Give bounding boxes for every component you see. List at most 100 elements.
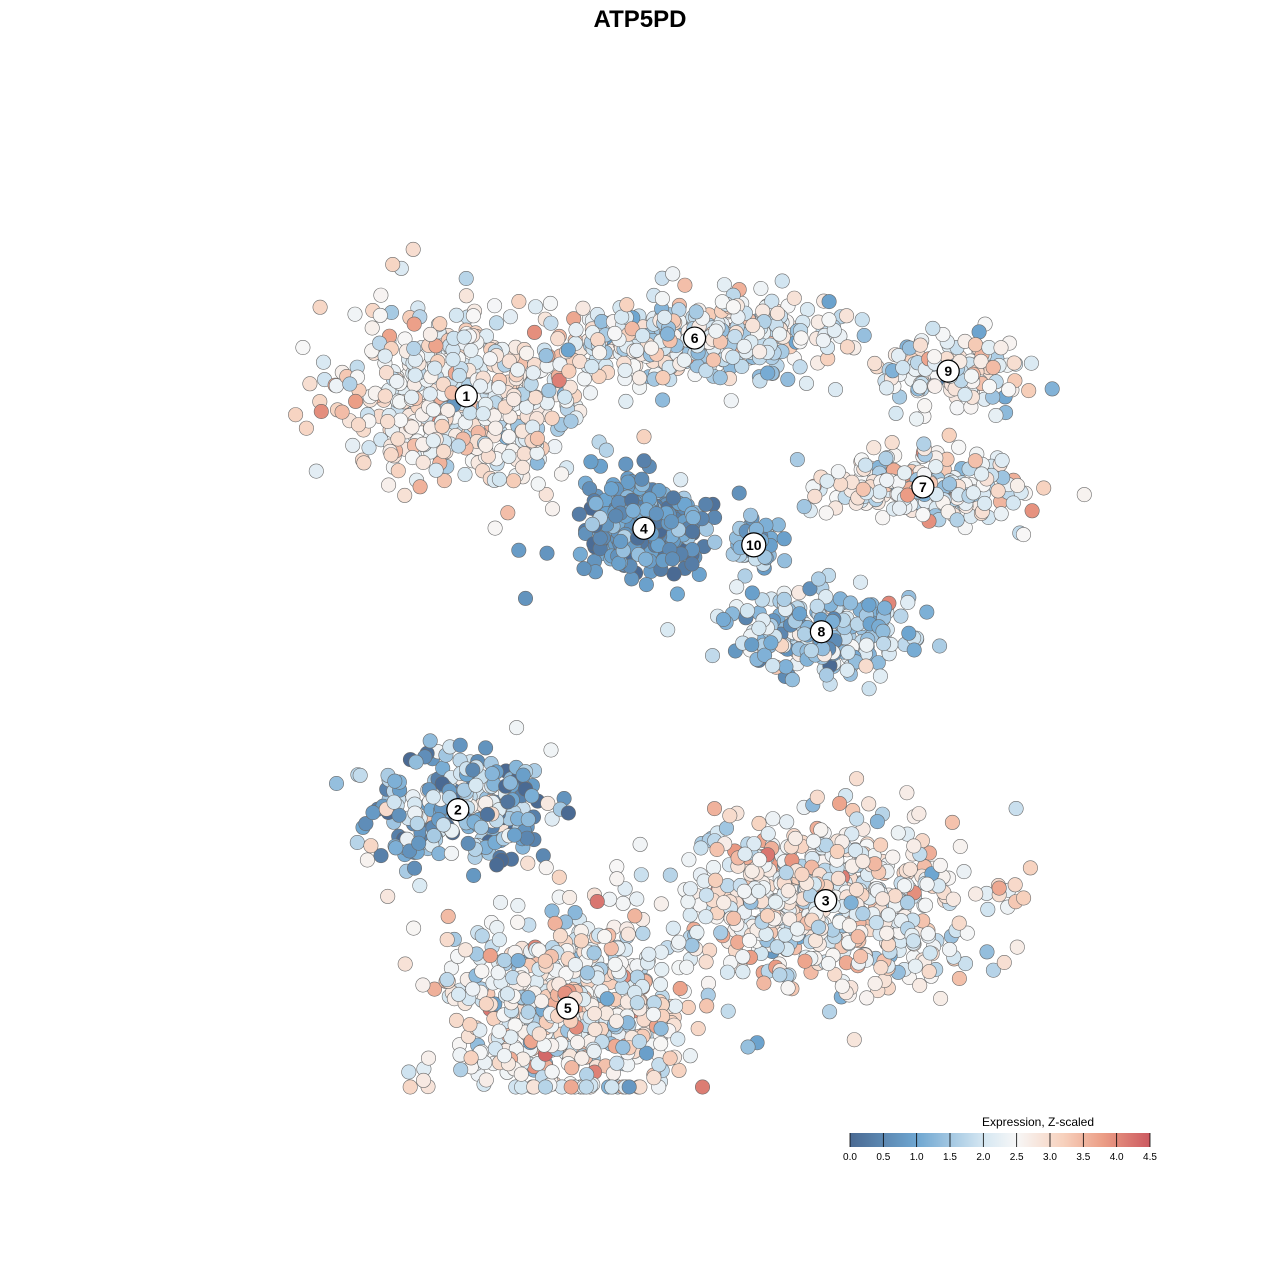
scatter-point bbox=[1023, 355, 1039, 371]
scatter-point bbox=[425, 433, 441, 449]
scatter-point bbox=[406, 920, 422, 936]
scatter-point bbox=[810, 919, 826, 935]
scatter-point bbox=[457, 466, 473, 482]
scatter-point bbox=[784, 672, 800, 688]
scatter-point bbox=[550, 331, 566, 347]
scatter-point bbox=[873, 960, 889, 976]
scatter-point bbox=[575, 300, 591, 316]
scatter-point bbox=[744, 637, 760, 653]
scatter-point bbox=[832, 795, 848, 811]
scatter-point bbox=[853, 948, 869, 964]
scatter-point bbox=[709, 841, 725, 857]
scatter-point bbox=[520, 855, 536, 871]
legend-tick-label: 3.5 bbox=[1076, 1152, 1090, 1163]
scatter-point bbox=[520, 1004, 536, 1020]
scatter-point bbox=[660, 622, 676, 638]
scatter-point bbox=[653, 944, 669, 960]
scatter-point bbox=[432, 316, 448, 332]
scatter-point bbox=[372, 307, 388, 323]
scatter-point bbox=[415, 977, 431, 993]
scatter-point bbox=[912, 337, 928, 353]
scatter-point bbox=[365, 805, 381, 821]
scatter-point bbox=[621, 1079, 637, 1095]
scatter-point bbox=[506, 391, 522, 407]
scatter-point bbox=[879, 925, 895, 941]
scatter-point bbox=[328, 775, 344, 791]
scatter-point bbox=[302, 376, 318, 392]
scatter-point bbox=[629, 995, 645, 1011]
scatter-point bbox=[963, 368, 979, 384]
scatter-point bbox=[670, 1031, 686, 1047]
scatter-point bbox=[501, 448, 517, 464]
cluster-label-8: 8 bbox=[809, 620, 834, 644]
scatter-point bbox=[951, 970, 967, 986]
scatter-point bbox=[499, 986, 515, 1002]
cluster-label-badge bbox=[446, 797, 470, 822]
scatter-point bbox=[496, 1048, 512, 1064]
legend-tick-label: 4.0 bbox=[1110, 1152, 1124, 1163]
scatter-point bbox=[753, 280, 769, 296]
scatter-point bbox=[578, 1079, 594, 1095]
scatter-point bbox=[859, 990, 875, 1006]
cluster-label-2: 2 bbox=[446, 797, 470, 822]
legend-tick-label: 4.5 bbox=[1143, 1152, 1157, 1163]
scatter-point bbox=[776, 531, 792, 547]
scatter-point bbox=[519, 830, 535, 846]
scatter-point bbox=[397, 956, 413, 972]
scatter-point bbox=[789, 921, 805, 937]
scatter-point bbox=[734, 358, 750, 374]
scatter-point bbox=[295, 339, 311, 355]
scatter-point bbox=[635, 328, 651, 344]
cluster-label-text: 7 bbox=[919, 479, 927, 495]
scatter-point bbox=[796, 499, 812, 515]
scatter-point bbox=[682, 881, 698, 897]
scatter-point bbox=[608, 508, 624, 524]
scatter-point bbox=[673, 472, 689, 488]
scatter-point bbox=[895, 360, 911, 376]
scatter-point bbox=[942, 941, 958, 957]
scatter-point bbox=[627, 908, 643, 924]
scatter-point bbox=[815, 332, 831, 348]
scatter-point bbox=[861, 681, 877, 697]
scatter-point bbox=[1001, 382, 1017, 398]
scatter-point bbox=[911, 806, 927, 822]
scatter-point bbox=[917, 897, 933, 913]
scatter-point bbox=[698, 909, 714, 925]
scatter-point bbox=[777, 927, 793, 943]
legend-tick-label: 0.5 bbox=[876, 1152, 890, 1163]
scatter-point bbox=[777, 553, 793, 569]
scatter-point bbox=[928, 459, 944, 475]
scatter-point bbox=[405, 241, 421, 257]
scatter-point bbox=[445, 351, 461, 367]
scatter-point bbox=[488, 315, 504, 331]
scatter-point bbox=[553, 466, 569, 482]
scatter-point bbox=[583, 454, 599, 470]
scatter-point bbox=[1015, 527, 1031, 543]
scatter-point bbox=[858, 658, 874, 674]
scatter-point bbox=[539, 545, 555, 561]
scatter-point bbox=[854, 312, 870, 328]
scatter-point bbox=[794, 866, 810, 882]
scatter-point bbox=[900, 895, 916, 911]
scatter-point bbox=[584, 358, 600, 374]
scatter-point bbox=[443, 845, 459, 861]
scatter-point bbox=[537, 953, 553, 969]
scatter-point bbox=[945, 891, 961, 907]
scatter-point bbox=[885, 849, 901, 865]
scatter-point bbox=[587, 1021, 603, 1037]
scatter-point bbox=[967, 453, 983, 469]
scatter-point bbox=[949, 400, 965, 416]
cluster-label-text: 10 bbox=[746, 537, 762, 553]
scatter-point bbox=[530, 476, 546, 492]
scatter-point bbox=[849, 771, 865, 787]
scatter-point bbox=[474, 963, 490, 979]
scatter-point bbox=[409, 815, 425, 831]
scatter-point bbox=[769, 939, 785, 955]
scatter-point bbox=[474, 928, 490, 944]
scatter-point bbox=[844, 826, 860, 842]
scatter-point bbox=[740, 1039, 756, 1055]
legend-tick-label: 3.0 bbox=[1043, 1152, 1057, 1163]
scatter-point bbox=[380, 413, 396, 429]
scatter-point bbox=[407, 367, 423, 383]
scatter-point bbox=[901, 625, 917, 641]
